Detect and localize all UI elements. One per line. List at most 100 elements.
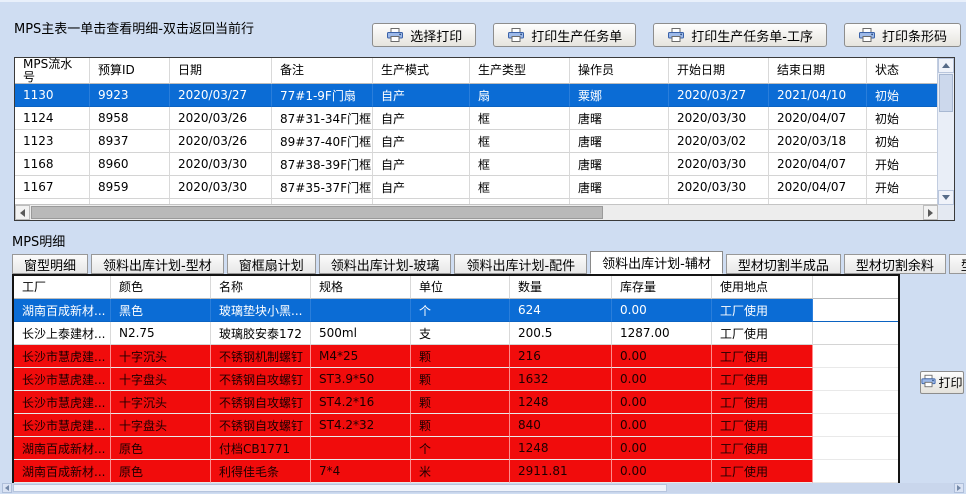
tab-0[interactable]: 窗型明细	[12, 254, 89, 274]
column-header-label: 颜色	[119, 279, 144, 294]
scroll-right-button[interactable]	[923, 205, 938, 220]
table-cell: 工厂使用	[712, 437, 813, 460]
table-cell: 2020/04/07	[769, 107, 867, 130]
arrow-left-icon	[20, 208, 25, 217]
horizontal-scroll-thumb[interactable]	[31, 206, 604, 219]
main-vertical-scrollbar[interactable]	[937, 58, 954, 205]
detail-tabs: 窗型明细 领料出库计划-型材 窗框扇计划 领料出库计划-玻璃 领料出库计划-配件 领料出库…	[12, 251, 966, 274]
table-cell: 87#31-34F门框	[272, 107, 373, 130]
table-cell: 十字盘头	[111, 368, 211, 391]
table-cell: 十字盘头	[111, 414, 211, 437]
table-row[interactable]: 长沙市慧虎建... 十字沉头 不锈钢自攻螺钉 ST4.2*16 颗 1248 0.00 工厂使…	[14, 391, 898, 414]
column-header[interactable]: 数量	[510, 276, 612, 299]
column-header-label: 生产模式	[381, 63, 430, 77]
arrow-right-icon	[957, 485, 961, 491]
table-cell: 0.00	[612, 437, 712, 460]
tab-label: 领料出库计划-配件	[466, 258, 576, 274]
table-cell: 自产	[373, 153, 470, 176]
table-row[interactable]: 1168 8960 2020/03/30 87#38-39F门框 自产框唐曙 2020/0…	[15, 153, 954, 176]
table-cell: 0.00	[612, 414, 712, 437]
column-header[interactable]: 使用地点	[712, 276, 813, 299]
table-row[interactable]: 长沙市慧虎建... 十字盘头 不锈钢自攻螺钉 ST4.2*32 颗 840 0.00 工厂使用	[14, 414, 898, 437]
table-cell: 工厂使用	[712, 414, 813, 437]
scroll-up-button[interactable]	[938, 58, 954, 73]
column-header-label: MPS流水号	[23, 58, 73, 84]
table-cell: ST3.9*50	[311, 368, 411, 391]
row-filler	[813, 345, 898, 368]
bottom-scroll-thumb[interactable]	[13, 484, 668, 492]
button-label: 打印生产任务单	[531, 29, 623, 45]
column-header[interactable]: 操作员	[570, 58, 669, 84]
table-cell: 89#37-40F门框	[272, 130, 373, 153]
scroll-down-button[interactable]	[938, 190, 954, 205]
table-cell: ST4.2*16	[311, 391, 411, 414]
scroll-left-button[interactable]	[15, 205, 30, 220]
table-row[interactable]: 湖南百成新材... 黑色 玻璃垫块小黑... 个 624 0.00 工厂使用	[14, 299, 898, 322]
tab-8[interactable]: 型材切割废料	[948, 254, 966, 274]
main-table-caption: MPS主表一单击查看明细-双击返回当前行	[14, 22, 254, 37]
table-cell: 8959	[90, 176, 170, 199]
table-cell: 米	[411, 460, 510, 483]
toolbar-print-button[interactable]: 选择打印	[372, 23, 477, 47]
main-horizontal-scrollbar[interactable]	[15, 204, 938, 220]
table-row[interactable]: 1124 8958 2020/03/26 87#31-34F门框 自产框唐曙 2020/0…	[15, 107, 954, 130]
arrow-left-icon	[5, 485, 9, 491]
table-row[interactable]: 1130 9923 2020/03/27 77#1-9F门扇 自产扇粟娜 2020/03/…	[15, 84, 954, 107]
column-header[interactable]: 日期	[170, 58, 272, 84]
column-header[interactable]: 开始日期	[669, 58, 769, 84]
column-header[interactable]: 预算ID	[90, 58, 170, 84]
column-header[interactable]: 颜色	[111, 276, 211, 299]
tab-7[interactable]: 型材切割余料	[843, 254, 946, 274]
row-filler	[813, 299, 898, 322]
column-header[interactable]: 结束日期	[769, 58, 867, 84]
tab-3[interactable]: 领料出库计划-玻璃	[318, 254, 452, 274]
column-header[interactable]: MPS流水号	[15, 58, 90, 84]
mps-detail-table: 工厂 颜色 名称 规格 单位 数量 库存量 使用地点 湖南百成新材... 黑色 玻璃垫块小黑...…	[12, 274, 900, 485]
table-row[interactable]: 湖南百成新材... 原色 付档CB1771 个 1248 0.00 工厂使用	[14, 437, 898, 460]
column-header[interactable]: 库存量	[612, 276, 712, 299]
table-row[interactable]: 湖南百成新材... 原色 利得佳毛条 7*4 米 2911.81 0.00 工厂使用	[14, 460, 898, 483]
column-header[interactable]: 生产模式	[373, 58, 470, 84]
mps-main-table: MPS流水号 预算ID 日期 备注 生产模式 生产类型 操作员 开始日期 结束日期 状态 1130…	[14, 57, 955, 221]
column-header[interactable]: 生产类型	[470, 58, 570, 84]
table-row[interactable]: 长沙上泰建材... N2.75 玻璃胶安泰172 500ml 支 200.5 1287.00…	[14, 322, 898, 345]
table-cell	[15, 199, 90, 205]
table-cell	[311, 437, 411, 460]
tab-4[interactable]: 领料出库计划-配件	[454, 254, 588, 274]
toolbar-print-button[interactable]: 打印生产任务单-工序	[653, 23, 827, 47]
toolbar-print-button[interactable]: 打印条形码	[843, 23, 961, 47]
vertical-scroll-thumb[interactable]	[939, 74, 953, 112]
button-label: 打印生产任务单-工序	[691, 29, 813, 45]
button-label: 打印条形码	[881, 29, 947, 45]
column-header[interactable]: 名称	[211, 276, 311, 299]
column-header[interactable]: 规格	[311, 276, 411, 299]
tab-6[interactable]: 型材切割半成品	[725, 254, 841, 274]
table-cell: 2020/03/30	[669, 176, 769, 199]
table-row[interactable]: 长沙市慧虎建... 十字沉头 不锈钢机制螺钉 M4*25 颗 216 0.00 工厂使用	[14, 345, 898, 368]
table-cell	[272, 199, 373, 205]
toolbar-print-button[interactable]: 打印生产任务单	[493, 23, 637, 47]
table-cell: 1124	[15, 107, 90, 130]
column-header[interactable]: 备注	[272, 58, 373, 84]
tab-5[interactable]: 领料出库计划-辅材	[590, 251, 723, 274]
column-header-label: 日期	[178, 63, 203, 77]
column-header[interactable]: 工厂	[14, 276, 111, 299]
tab-2[interactable]: 窗框扇计划	[226, 254, 316, 274]
tab-1[interactable]: 领料出库计划-型材	[91, 254, 224, 274]
detail-table-body: 湖南百成新材... 黑色 玻璃垫块小黑... 个 624 0.00 工厂使用 长沙上泰建材..…	[14, 299, 898, 483]
detail-print-button[interactable]: 打印	[920, 371, 964, 394]
table-cell: 自产	[373, 130, 470, 153]
table-cell: 工厂使用	[712, 345, 813, 368]
table-cell: 不锈钢机制螺钉	[211, 345, 311, 368]
print-toolbar: 选择打印 打印生产任务单 打印生产任务单-工序 打印条形码	[372, 23, 961, 47]
table-row[interactable]: 长沙市慧虎建... 十字盘头 不锈钢自攻螺钉 ST3.9*50 颗 1632 0.00 工厂使…	[14, 368, 898, 391]
column-header-label: 规格	[319, 279, 344, 294]
table-cell: 框	[470, 107, 570, 130]
table-cell	[90, 199, 170, 205]
row-filler	[813, 391, 898, 414]
table-row[interactable]: 1123 8937 2020/03/26 89#37-40F门框 自产框唐曙 2020/0…	[15, 130, 954, 153]
table-cell: 框	[470, 176, 570, 199]
table-row[interactable]: 1167 8959 2020/03/30 87#35-37F门框 自产框唐曙 2020/0…	[15, 176, 954, 199]
column-header[interactable]: 单位	[411, 276, 510, 299]
table-cell: 8960	[90, 153, 170, 176]
